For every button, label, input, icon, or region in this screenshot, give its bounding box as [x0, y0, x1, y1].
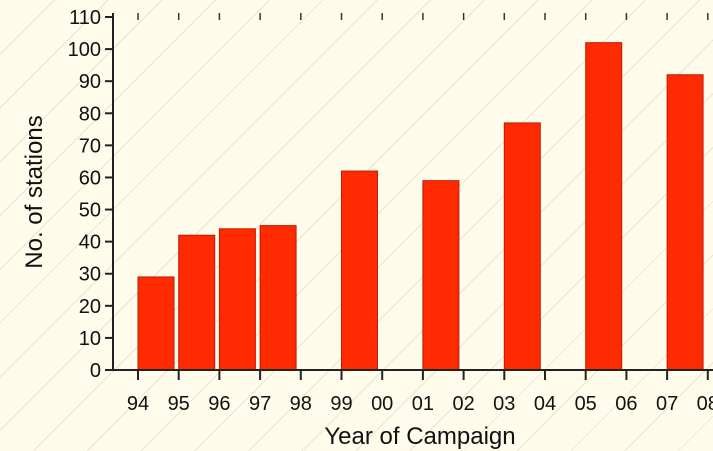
x-tick-label: 06 [615, 393, 637, 415]
y-axis-title: No. of stations [21, 115, 48, 268]
y-tick-label: 30 [79, 264, 101, 286]
bar-05 [585, 42, 623, 371]
top-ticks-group [137, 13, 709, 20]
x-tick-label: 98 [290, 393, 312, 415]
bar-97 [259, 225, 297, 371]
bar-99 [341, 170, 378, 371]
x-tick-label: 05 [575, 393, 597, 415]
x-tick-label: 02 [452, 393, 474, 415]
y-ticks-group: 0 10 20 30 40 50 60 70 80 90 100 110 [68, 7, 113, 382]
x-tick-label: 03 [493, 393, 515, 415]
y-tick-label: 60 [79, 167, 101, 189]
y-tick-label: 50 [79, 200, 101, 222]
x-tick-label: 99 [330, 393, 352, 415]
x-tick-label: 07 [656, 393, 678, 415]
bar-94 [137, 276, 175, 371]
y-tick-label: 0 [90, 360, 101, 382]
x-tick-label: 94 [127, 393, 149, 415]
y-tick-label: 10 [79, 328, 101, 350]
x-tick-label: 96 [208, 393, 230, 415]
x-tick-label: 08 [697, 393, 713, 415]
bar-96 [218, 228, 256, 371]
y-tick-label: 80 [79, 103, 101, 125]
y-tick-label: 40 [79, 232, 101, 254]
x-tick-label: 04 [534, 393, 556, 415]
axes-group [112, 13, 713, 371]
y-tick-label: 70 [79, 135, 101, 157]
x-tick-label: 01 [412, 393, 434, 415]
x-tick-label: 95 [168, 393, 190, 415]
bar-03 [503, 122, 541, 371]
x-ticks-group: 94 95 96 97 98 99 00 01 02 03 04 05 06 07 08 [127, 370, 713, 415]
x-tick-label: 97 [249, 393, 271, 415]
bar-01 [422, 180, 460, 371]
y-tick-label: 90 [79, 71, 101, 93]
bars-group [137, 42, 704, 371]
x-axis-title: Year of Campaign [324, 423, 515, 450]
y-tick-label: 20 [79, 296, 101, 318]
bar-07 [666, 74, 704, 371]
y-tick-label: 110 [69, 7, 101, 29]
y-tick-label: 100 [68, 39, 101, 61]
bar-95 [178, 234, 216, 371]
x-tick-label: 00 [371, 393, 393, 415]
